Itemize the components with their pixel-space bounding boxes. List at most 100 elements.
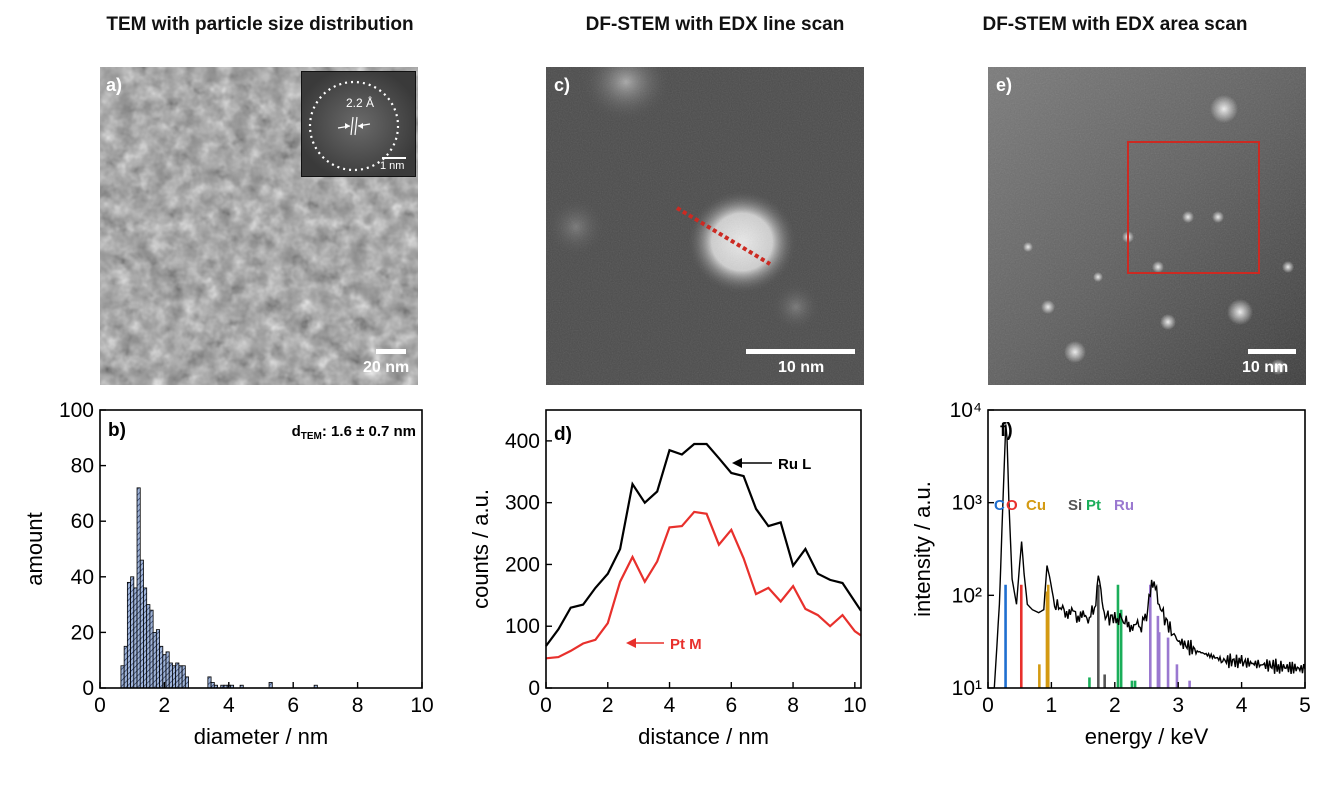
x-tick-label: 2 [159, 694, 171, 717]
plot-frame [987, 409, 1306, 689]
element-label-ru: Ru [1114, 497, 1134, 514]
histogram-bar [165, 651, 170, 689]
column-title-area-scan: DF-STEM with EDX area scan [982, 14, 1248, 35]
stem-area-scan-image: e) 10 nm [988, 67, 1306, 385]
y-tick-label: 0 [82, 677, 94, 700]
x-tick-label: 8 [787, 694, 799, 717]
x-tick-label: 5 [1299, 694, 1311, 717]
histogram-bar [210, 682, 215, 689]
x-tick-label: 6 [287, 694, 299, 717]
y-tick-label: 10⁴ [950, 400, 982, 422]
x-axis-label: distance / nm [638, 724, 769, 749]
histogram-bar [155, 629, 160, 689]
x-tick-label: 6 [725, 694, 737, 717]
histogram-bar [136, 487, 141, 689]
y-tick-label: 400 [505, 430, 540, 453]
histogram-bar [175, 662, 180, 689]
element-label-si: Si [1068, 497, 1082, 514]
histogram-bar [152, 631, 157, 689]
spectrum-line [993, 424, 1306, 689]
histogram-bar [172, 665, 177, 689]
pt-m-legend: Pt M [670, 636, 702, 653]
x-tick-label: 0 [982, 694, 994, 717]
ru-l-series-line [545, 442, 862, 647]
histogram-bar [146, 604, 151, 689]
tem-image: a) 2.2 Å 1 nm 20 nm [100, 67, 418, 385]
y-tick-label: 80 [71, 455, 94, 478]
stem-line-scan-image: c) 10 nm [546, 67, 864, 385]
y-tick-label: 10¹ [952, 677, 982, 700]
inset-spacing-label: 2.2 Å [346, 96, 375, 110]
element-label-o: O [1006, 497, 1018, 514]
y-tick-label: 10³ [952, 492, 982, 515]
panel-a-label: a) [106, 75, 123, 95]
y-tick-label: 300 [505, 492, 540, 515]
y-tick-label: 10² [952, 584, 982, 607]
y-tick-label: 40 [71, 566, 94, 589]
histogram-bar [168, 662, 173, 689]
y-tick-label: 200 [505, 553, 540, 576]
stem-area-scalebar [1248, 349, 1296, 354]
y-tick-label: 100 [505, 615, 540, 638]
x-tick-label: 4 [223, 694, 235, 717]
x-tick-label: 8 [352, 694, 364, 717]
histogram-bar [133, 587, 138, 689]
stem-line-scalebar-label: 10 nm [778, 359, 825, 376]
tem-scalebar [376, 349, 406, 354]
y-axis-label: counts / a.u. [468, 489, 493, 609]
y-tick-label: 20 [71, 621, 94, 644]
y-tick-label: 0 [528, 677, 540, 700]
plot-frame [99, 409, 423, 689]
y-axis-label: intensity / a.u. [910, 481, 935, 617]
pt-m-series-line [545, 510, 862, 660]
column-title-line-scan: DF-STEM with EDX line scan [585, 14, 845, 35]
histogram-bar [139, 559, 144, 689]
stem-area-texture [988, 67, 1306, 385]
element-label-cu: Cu [1026, 497, 1046, 514]
panel-b-label: b) [108, 420, 126, 441]
stem-line-texture [546, 67, 864, 385]
x-tick-label: 0 [94, 694, 106, 717]
tem-inset: 2.2 Å 1 nm [301, 71, 416, 177]
x-axis-label: diameter / nm [194, 724, 329, 749]
x-tick-label: 3 [1172, 694, 1184, 717]
x-tick-label: 10 [410, 694, 433, 717]
element-label-pt: Pt [1086, 497, 1101, 514]
y-tick-label: 60 [71, 510, 94, 533]
x-tick-label: 2 [602, 694, 614, 717]
x-tick-label: 10 [843, 694, 866, 717]
pt-m-arrowhead [626, 638, 636, 648]
panel-c-label: c) [554, 75, 571, 95]
panel-e-label: e) [996, 75, 1013, 95]
column-title-tem: TEM with particle size distribution [106, 14, 414, 35]
histogram-bar [130, 576, 135, 689]
histogram-bar [181, 665, 186, 689]
stem-area-scalebar-label: 10 nm [1242, 359, 1289, 376]
area-scan-box [1127, 141, 1260, 274]
stem-line-scalebar [746, 349, 855, 354]
histogram-bar [207, 676, 212, 689]
histogram-bar [184, 676, 189, 689]
panel-d-label: d) [554, 424, 572, 445]
x-tick-label: 2 [1109, 694, 1121, 717]
histogram-bar [178, 665, 183, 689]
element-label-c: C [994, 497, 1005, 514]
inset-graphic [302, 72, 415, 176]
x-axis-label: energy / keV [1085, 724, 1209, 749]
ru-l-arrowhead [732, 458, 742, 468]
histogram-bar [268, 682, 273, 689]
histogram-bar [123, 645, 128, 689]
ru-l-legend: Ru L [778, 456, 811, 473]
histogram-bar [159, 645, 164, 689]
edx-spectrum-chart: 0 1 2 3 4 5 10¹ 10² 10³ 10⁴ energy / keV intensity … [910, 400, 1311, 749]
y-axis-label: amount [22, 512, 47, 585]
plot-frame [545, 409, 862, 689]
y-tick-label: 100 [59, 400, 94, 422]
histogram-bar [143, 587, 148, 689]
panel-f-label: f) [1000, 420, 1013, 441]
histogram-bar [120, 665, 125, 689]
x-tick-label: 4 [1236, 694, 1248, 717]
histogram-bar [126, 581, 131, 689]
x-tick-label: 4 [664, 694, 676, 717]
